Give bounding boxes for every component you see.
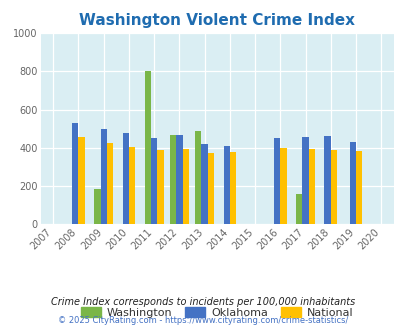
- Bar: [169, 135, 176, 224]
- Bar: [330, 150, 336, 224]
- Text: © 2025 CityRating.com - https://www.cityrating.com/crime-statistics/: © 2025 CityRating.com - https://www.city…: [58, 316, 347, 325]
- Bar: [195, 131, 201, 224]
- Bar: [144, 71, 151, 224]
- Bar: [223, 146, 229, 224]
- Legend: Washington, Oklahoma, National: Washington, Oklahoma, National: [77, 303, 357, 322]
- Bar: [273, 138, 279, 224]
- Bar: [129, 147, 135, 224]
- Bar: [122, 133, 129, 224]
- Bar: [157, 150, 163, 224]
- Bar: [176, 135, 182, 224]
- Bar: [324, 136, 330, 224]
- Bar: [72, 123, 78, 224]
- Bar: [100, 129, 107, 224]
- Bar: [182, 149, 188, 224]
- Bar: [201, 144, 207, 224]
- Bar: [295, 194, 302, 224]
- Bar: [349, 143, 355, 224]
- Bar: [279, 148, 286, 224]
- Bar: [207, 152, 213, 224]
- Bar: [107, 143, 113, 224]
- Bar: [302, 137, 308, 224]
- Title: Washington Violent Crime Index: Washington Violent Crime Index: [79, 13, 354, 28]
- Bar: [78, 137, 85, 224]
- Bar: [229, 152, 236, 224]
- Bar: [94, 189, 100, 224]
- Bar: [355, 151, 361, 224]
- Text: Crime Index corresponds to incidents per 100,000 inhabitants: Crime Index corresponds to incidents per…: [51, 297, 354, 307]
- Bar: [151, 138, 157, 224]
- Bar: [308, 149, 314, 224]
